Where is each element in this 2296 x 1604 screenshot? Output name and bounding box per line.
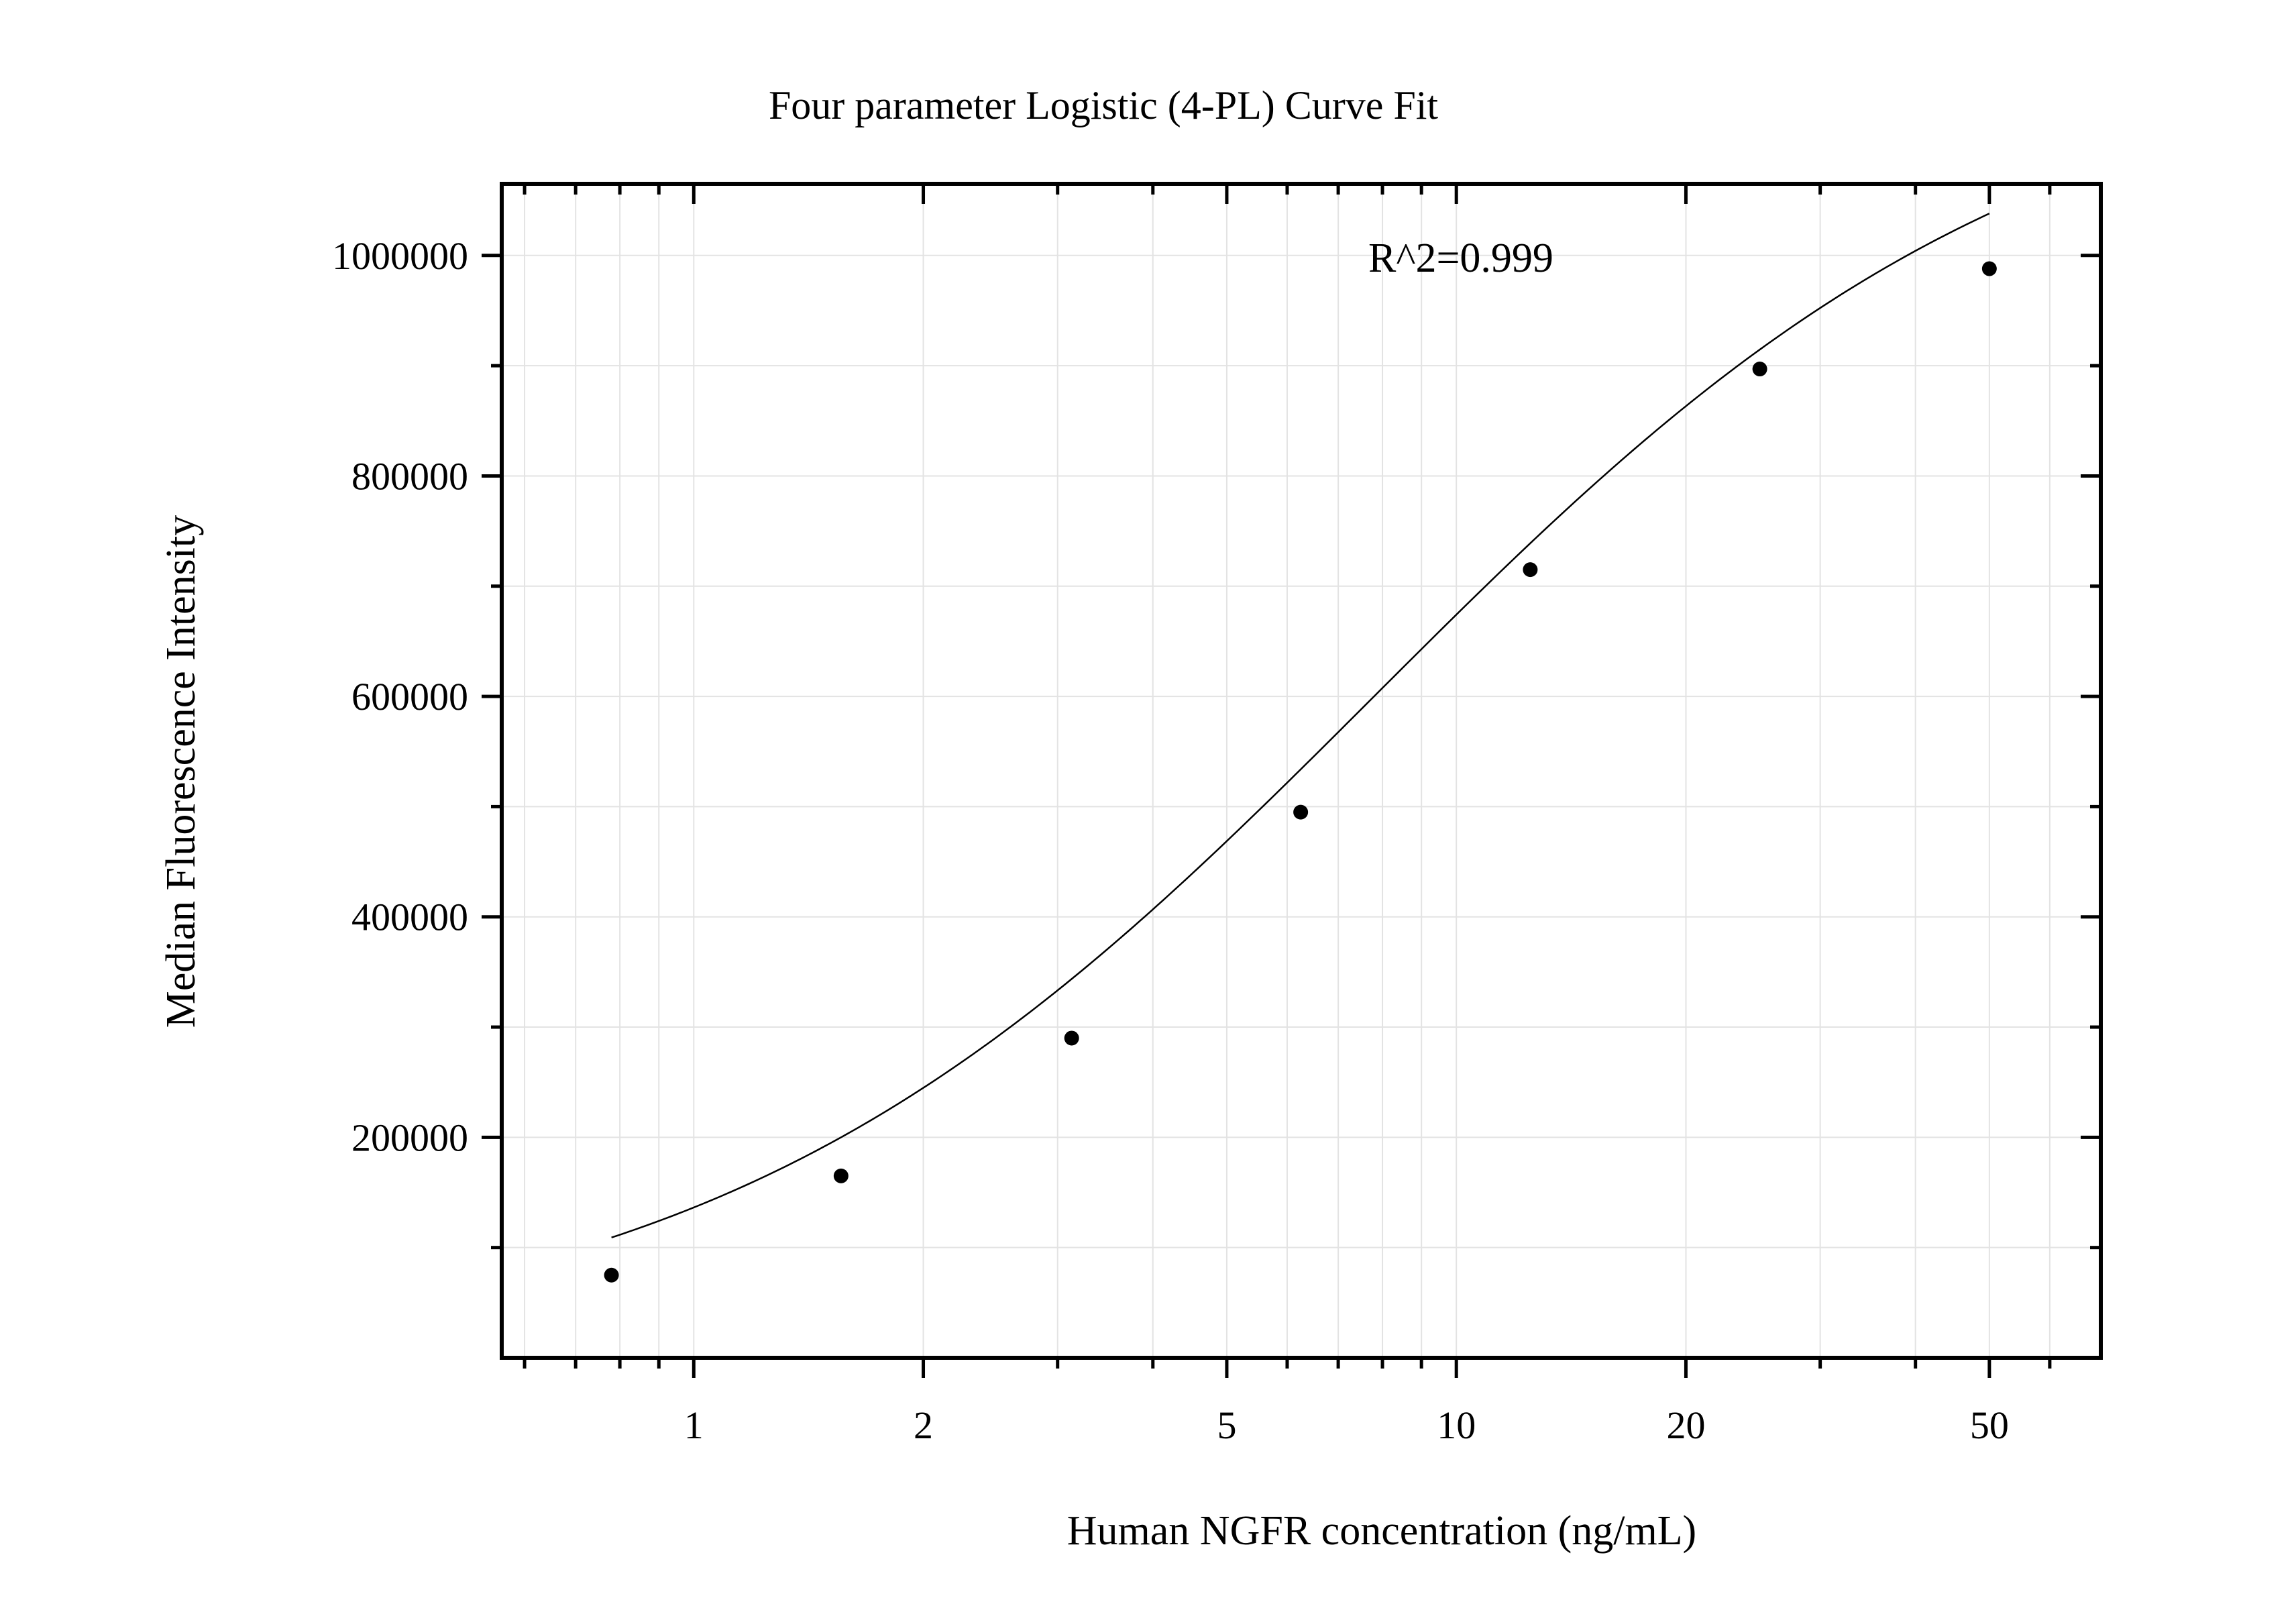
y-axis-label: Median Fluorescence Intensity — [158, 515, 204, 1028]
x-axis-label: Human NGFR concentration (ng/mL) — [1067, 1508, 1696, 1554]
data-point — [1981, 261, 1997, 276]
x-tick-label: 20 — [1666, 1403, 1705, 1447]
plot-frame — [500, 182, 2103, 1360]
data-point — [604, 1267, 619, 1283]
x-tick-label: 2 — [914, 1403, 933, 1447]
y-tick-label: 800000 — [351, 454, 468, 498]
y-tick-label: 600000 — [351, 675, 468, 718]
x-tick-label: 5 — [1217, 1403, 1236, 1447]
x-tick-label: 1 — [684, 1403, 704, 1447]
y-tick-label: 400000 — [351, 896, 468, 939]
y-tick-label: 1000000 — [332, 234, 468, 278]
data-points — [604, 261, 1997, 1283]
tick-layer — [482, 184, 2101, 1378]
x-tick-label: 10 — [1437, 1403, 1476, 1447]
grid-layer — [502, 184, 2101, 1358]
data-point — [1293, 804, 1309, 820]
data-point — [1064, 1030, 1079, 1046]
chart-title: Four parameter Logistic (4-PL) Curve Fit — [769, 83, 1438, 127]
fit-curve — [611, 213, 1990, 1238]
tick-labels: 1 2 5 10 20 50 200000 400000 600000 800000 1000000 — [332, 234, 2009, 1447]
y-tick-label: 200000 — [351, 1116, 468, 1159]
data-point — [833, 1168, 849, 1183]
x-tick-label: 50 — [1970, 1403, 2009, 1447]
data-point — [1752, 362, 1767, 377]
r-squared-annotation: R^2=0.999 — [1368, 235, 1553, 281]
data-point — [1523, 562, 1538, 578]
